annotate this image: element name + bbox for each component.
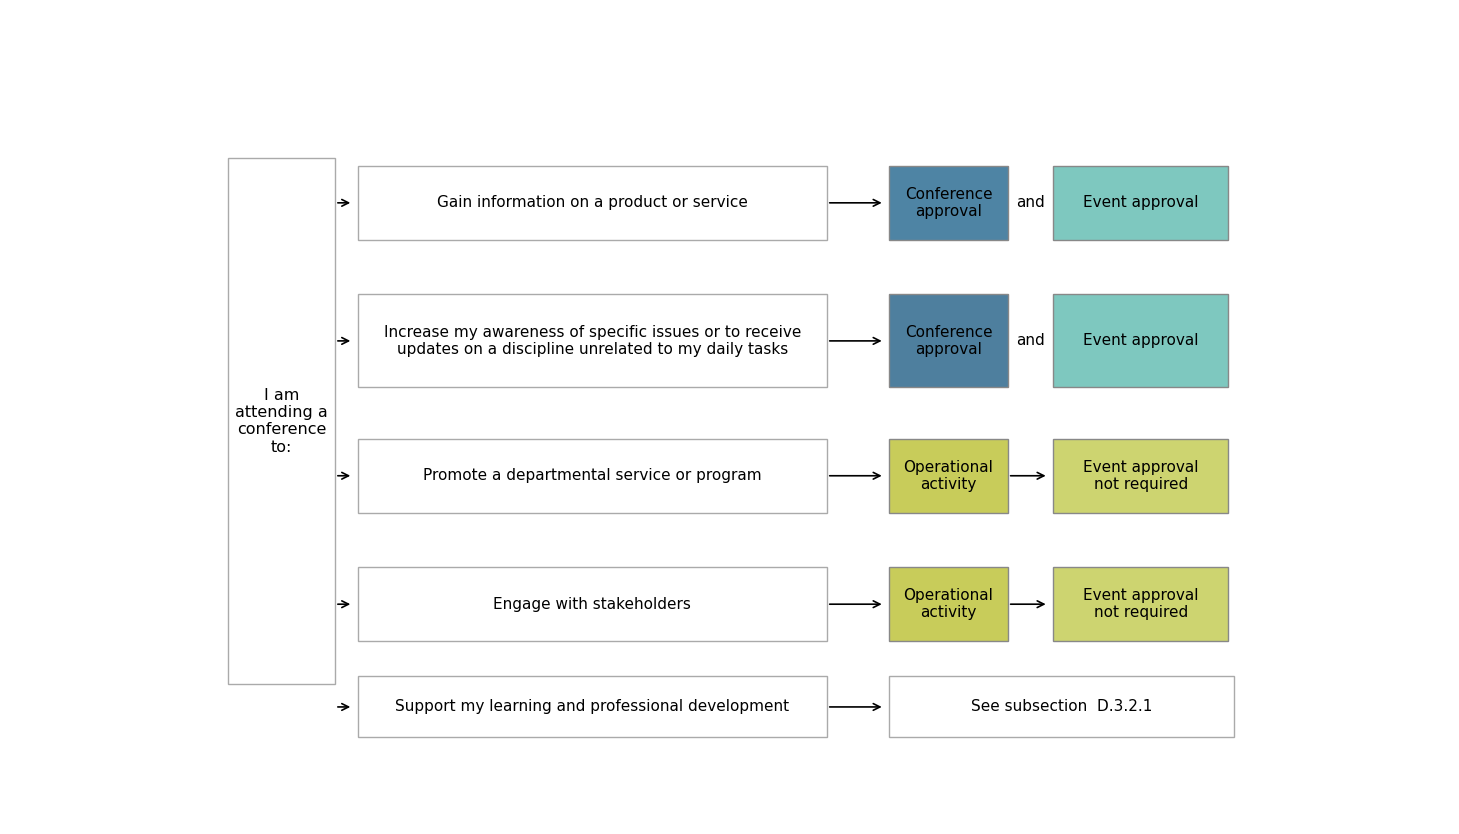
FancyBboxPatch shape [889, 294, 1008, 388]
FancyBboxPatch shape [1053, 166, 1228, 239]
Text: and: and [1015, 195, 1045, 210]
FancyBboxPatch shape [1053, 294, 1228, 388]
Text: Event approval: Event approval [1083, 195, 1198, 210]
Text: Increase my awareness of specific issues or to receive
updates on a discipline u: Increase my awareness of specific issues… [384, 324, 801, 357]
Text: Operational
activity: Operational activity [903, 460, 994, 492]
Text: Promote a departmental service or program: Promote a departmental service or progra… [423, 468, 762, 483]
Text: See subsection  D.3.2.1: See subsection D.3.2.1 [970, 700, 1153, 715]
Text: Engage with stakeholders: Engage with stakeholders [493, 596, 692, 611]
Text: Event approval
not required: Event approval not required [1083, 588, 1198, 620]
FancyBboxPatch shape [1053, 567, 1228, 641]
FancyBboxPatch shape [357, 294, 827, 388]
Text: Event approval
not required: Event approval not required [1083, 460, 1198, 492]
Text: Gain information on a product or service: Gain information on a product or service [436, 195, 747, 210]
FancyBboxPatch shape [889, 439, 1008, 513]
FancyBboxPatch shape [357, 676, 827, 737]
Text: Event approval: Event approval [1083, 334, 1198, 349]
FancyBboxPatch shape [357, 166, 827, 239]
Text: Support my learning and professional development: Support my learning and professional dev… [395, 700, 789, 715]
Text: I am
attending a
conference
to:: I am attending a conference to: [235, 388, 328, 455]
FancyBboxPatch shape [889, 567, 1008, 641]
FancyBboxPatch shape [889, 676, 1234, 737]
Text: Conference
approval: Conference approval [905, 187, 992, 219]
FancyBboxPatch shape [228, 158, 336, 685]
FancyBboxPatch shape [1053, 439, 1228, 513]
FancyBboxPatch shape [357, 439, 827, 513]
FancyBboxPatch shape [889, 166, 1008, 239]
Text: Conference
approval: Conference approval [905, 324, 992, 357]
Text: and: and [1015, 334, 1045, 349]
FancyBboxPatch shape [357, 567, 827, 641]
Text: Operational
activity: Operational activity [903, 588, 994, 620]
